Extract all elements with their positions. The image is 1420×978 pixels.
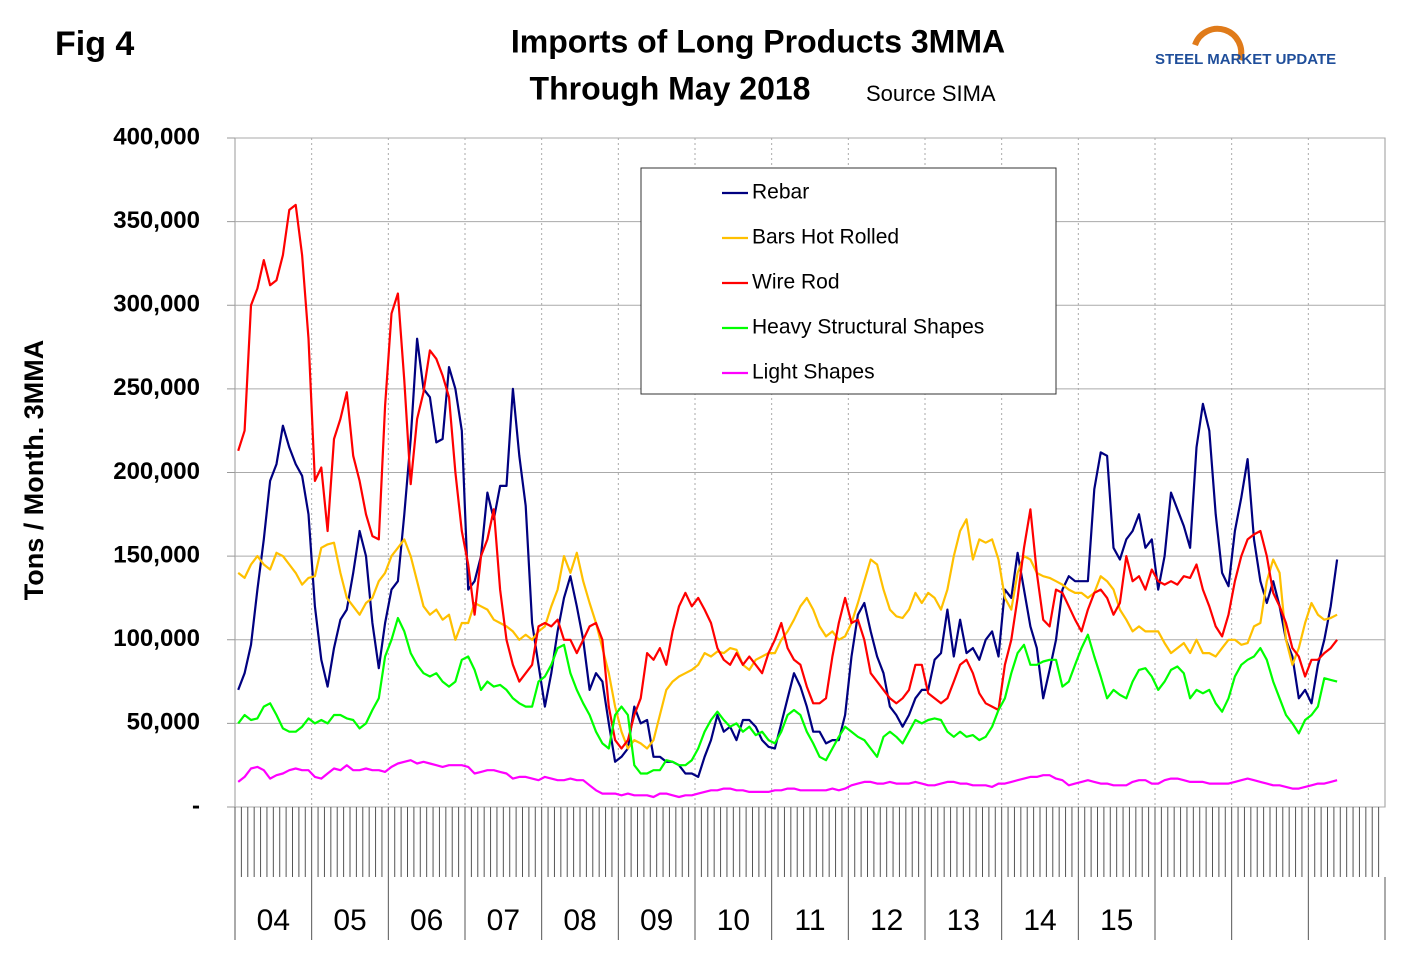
y-tick-label: 400,000 (113, 123, 200, 150)
legend (640, 167, 1057, 395)
figure-label: Fig 4 (55, 25, 134, 63)
series-line (237, 616, 1338, 775)
series-line (237, 337, 1339, 778)
x-tick-label: 08 (563, 904, 596, 937)
x-tick-label: 04 (257, 904, 290, 937)
legend-label: Bars Hot Rolled (752, 226, 899, 249)
x-tick-label: 09 (640, 904, 673, 937)
legend-label: Light Shapes (752, 361, 875, 384)
x-tick-label: 13 (947, 904, 980, 937)
y-tick-label: - (192, 792, 200, 819)
y-tick-label: 150,000 (113, 541, 200, 568)
x-tick-label: 10 (717, 904, 750, 937)
y-tick-label: 100,000 (113, 625, 200, 652)
series-lines (237, 203, 1339, 799)
y-tick-label: 350,000 (113, 207, 200, 234)
x-tick-label: 12 (870, 904, 903, 937)
x-tick-label: 11 (794, 904, 825, 937)
legend-label: Rebar (752, 181, 809, 204)
chart-title: Imports of Long Products 3MMA (511, 23, 1005, 59)
series-line (237, 518, 1338, 750)
x-tick-label: 07 (487, 904, 520, 937)
y-tick-label: 200,000 (113, 458, 200, 485)
series-line (237, 759, 1338, 799)
legend-label: Wire Rod (752, 271, 840, 294)
y-tick-label: 300,000 (113, 291, 200, 318)
y-tick-label: 50,000 (127, 709, 200, 736)
y-axis-label: Tons / Month. 3MMA (19, 340, 49, 600)
source-note: Source SIMA (866, 81, 996, 106)
x-tick-label: 06 (410, 904, 443, 937)
y-tick-label: 250,000 (113, 374, 200, 401)
legend-items: Rebar Bars Hot Rolled Wire Rod Heavy Struct… (722, 181, 984, 384)
x-tick-label: 15 (1100, 904, 1133, 937)
chart-subtitle: Through May 2018 (530, 70, 811, 106)
x-tick-label: 05 (333, 904, 366, 937)
x-tick-label: 14 (1023, 904, 1056, 937)
series-line (237, 203, 1338, 750)
x-axis: 04 05 06 07 08 09 10 11 12 13 14 15 (234, 807, 1386, 940)
logo-arc (1192, 25, 1245, 61)
logo: STEEL MARKET UPDATE (1155, 51, 1336, 68)
legend-label: Heavy Structural Shapes (752, 316, 984, 339)
